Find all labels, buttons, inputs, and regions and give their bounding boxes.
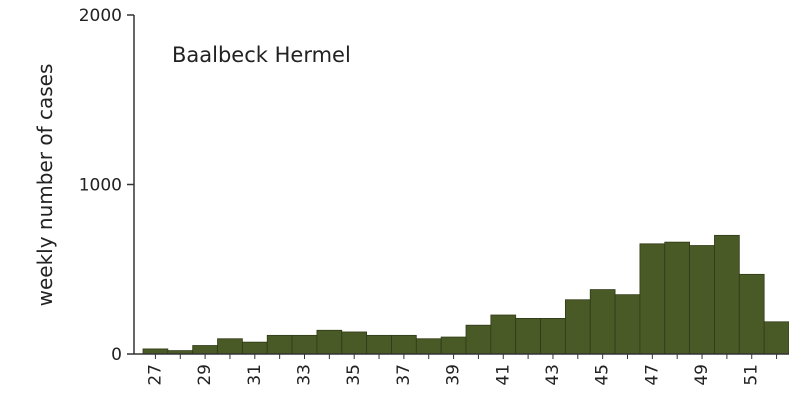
x-tick-label-45: 45 — [593, 364, 613, 386]
bar-week-36 — [366, 334, 392, 355]
bar-week-43 — [540, 317, 566, 355]
y-tick-label-1000: 1000 — [79, 176, 122, 196]
bar-week-30 — [217, 338, 243, 355]
bar-week-31 — [241, 341, 268, 355]
bar-week-41 — [490, 314, 517, 355]
x-tick-label-37: 37 — [394, 364, 414, 386]
bar-week-51 — [738, 273, 765, 355]
bar-week-32 — [266, 334, 293, 355]
y-tick-label-2000: 2000 — [79, 6, 122, 26]
bar-week-46 — [614, 294, 641, 355]
bar-week-37 — [391, 334, 417, 355]
y-tick-label-0: 0 — [111, 345, 122, 365]
bar-week-49 — [689, 245, 715, 355]
x-ticks: 27 29 31 33 35 37 39 41 43 45 47 49 51 — [145, 354, 778, 386]
x-tick-label-31: 31 — [245, 364, 265, 386]
bar-week-27 — [142, 348, 169, 355]
bar-week-44 — [564, 299, 591, 355]
bar-week-50 — [714, 234, 740, 355]
y-axis-label: weekly number of cases — [33, 64, 57, 307]
chart-title: Baalbeck Hermel — [172, 43, 351, 67]
bar-week-40 — [465, 324, 492, 355]
bar-week-29 — [192, 345, 218, 355]
bar-week-39 — [440, 336, 467, 355]
x-tick-label-49: 49 — [692, 364, 712, 386]
bar-week-48 — [664, 241, 691, 355]
x-tick-label-27: 27 — [145, 364, 165, 386]
x-tick-label-35: 35 — [344, 364, 364, 386]
x-tick-label-39: 39 — [444, 364, 464, 386]
x-tick-label-41: 41 — [493, 364, 513, 386]
bar-week-34 — [316, 329, 343, 355]
bar-week-45 — [589, 289, 616, 355]
bar-week-35 — [341, 331, 368, 355]
bars-group — [142, 234, 789, 355]
x-tick-label-43: 43 — [543, 364, 563, 386]
bar-week-33 — [291, 334, 318, 355]
bar-week-42 — [515, 317, 541, 355]
x-tick-label-47: 47 — [642, 364, 662, 386]
bar-week-52 — [763, 321, 789, 355]
bar-week-47 — [639, 243, 666, 355]
bar-week-38 — [415, 338, 442, 355]
y-ticks: 0 1000 2000 — [79, 6, 134, 365]
x-tick-label-33: 33 — [295, 364, 315, 386]
x-tick-label-51: 51 — [742, 364, 762, 386]
x-tick-label-29: 29 — [195, 364, 215, 386]
